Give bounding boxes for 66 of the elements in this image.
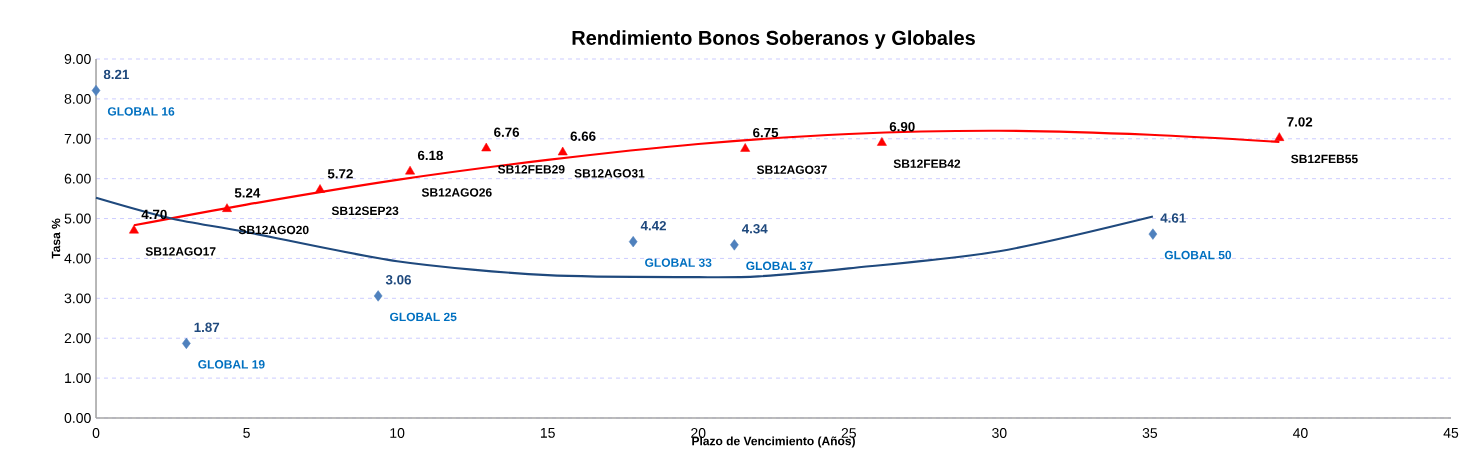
annotation: GLOBAL 25: [390, 312, 457, 322]
y-tick-label: 8.00: [64, 93, 91, 104]
y-tick-label: 7.00: [64, 133, 91, 144]
point: [315, 184, 325, 193]
point: [405, 165, 415, 175]
annotation: SB12SEP23: [331, 206, 399, 216]
data-label: 6.75: [753, 127, 779, 138]
data-label: 6.18: [417, 150, 443, 161]
annotation: GLOBAL 37: [746, 261, 813, 271]
annotation: GLOBAL 16: [107, 107, 175, 116]
data-label: 4.34: [741, 224, 768, 234]
annotation: SB12AGO17: [145, 247, 216, 256]
data-label: 7.02: [1287, 117, 1313, 127]
y-tick-label: 1.00: [65, 373, 91, 384]
data-label: 5.24: [234, 188, 261, 198]
y-tick-label: 2.00: [64, 333, 91, 344]
x-tick-label: 45: [1443, 428, 1459, 438]
y-tick-label: 5.00: [64, 213, 91, 224]
y-tick-label: 0.00: [64, 413, 91, 423]
y-tick-label: 4.00: [64, 253, 91, 264]
y-tick-label: 3.00: [64, 293, 91, 304]
x-tick-label: 0: [92, 428, 100, 438]
x-tick-label: 10: [390, 428, 405, 438]
chart-title: Rendimiento Bonos Soberanos y Globales: [572, 30, 975, 49]
annotation: SB12AGO26: [421, 188, 492, 197]
point: [1274, 132, 1285, 141]
annotation: SB12FEB55: [1291, 154, 1358, 164]
annotation: SB12FEB42: [893, 159, 961, 168]
point: [628, 236, 638, 248]
data-label: 4.42: [640, 221, 666, 231]
x-tick-label: 35: [1142, 428, 1158, 438]
point: [730, 239, 739, 251]
x-tick-label: 5: [243, 428, 250, 438]
data-label: 1.87: [194, 322, 220, 333]
x-tick-label: 25: [841, 428, 856, 438]
annotation: SB12AGO20: [238, 225, 309, 235]
annotation: SB12FEB29: [497, 165, 565, 174]
point: [222, 203, 232, 212]
point: [91, 84, 101, 97]
x-tick-label: 15: [540, 428, 555, 438]
point: [877, 137, 887, 146]
point: [740, 143, 751, 152]
point: [129, 224, 139, 234]
data-label: 6.66: [570, 131, 596, 141]
x-tick-label: 40: [1292, 428, 1308, 438]
data-label: 3.06: [385, 275, 411, 285]
annotation: GLOBAL 19: [198, 360, 265, 369]
point: [373, 290, 383, 302]
data-label: 4.61: [1160, 213, 1186, 223]
annotation: GLOBAL 33: [645, 258, 712, 267]
annotation: GLOBAL 50: [1164, 250, 1232, 260]
data-label: 6.76: [494, 127, 520, 137]
point: [481, 142, 492, 152]
x-tick-label: 30: [992, 428, 1007, 438]
data-label: 5.72: [327, 169, 353, 179]
point: [182, 337, 191, 349]
y-tick-label: 9.00: [64, 54, 91, 64]
data-label: 8.21: [103, 69, 129, 80]
data-label: 6.90: [889, 121, 915, 132]
point: [557, 146, 568, 156]
point: [1148, 228, 1158, 240]
y-tick-label: 6.00: [64, 173, 91, 184]
y-axis-title: Tasa %: [51, 218, 61, 259]
x-axis-title: Plazo de Vencimiento (Años): [692, 436, 855, 448]
annotation: SB12AGO37: [756, 165, 827, 174]
annotation: SB12AGO31: [574, 169, 645, 178]
